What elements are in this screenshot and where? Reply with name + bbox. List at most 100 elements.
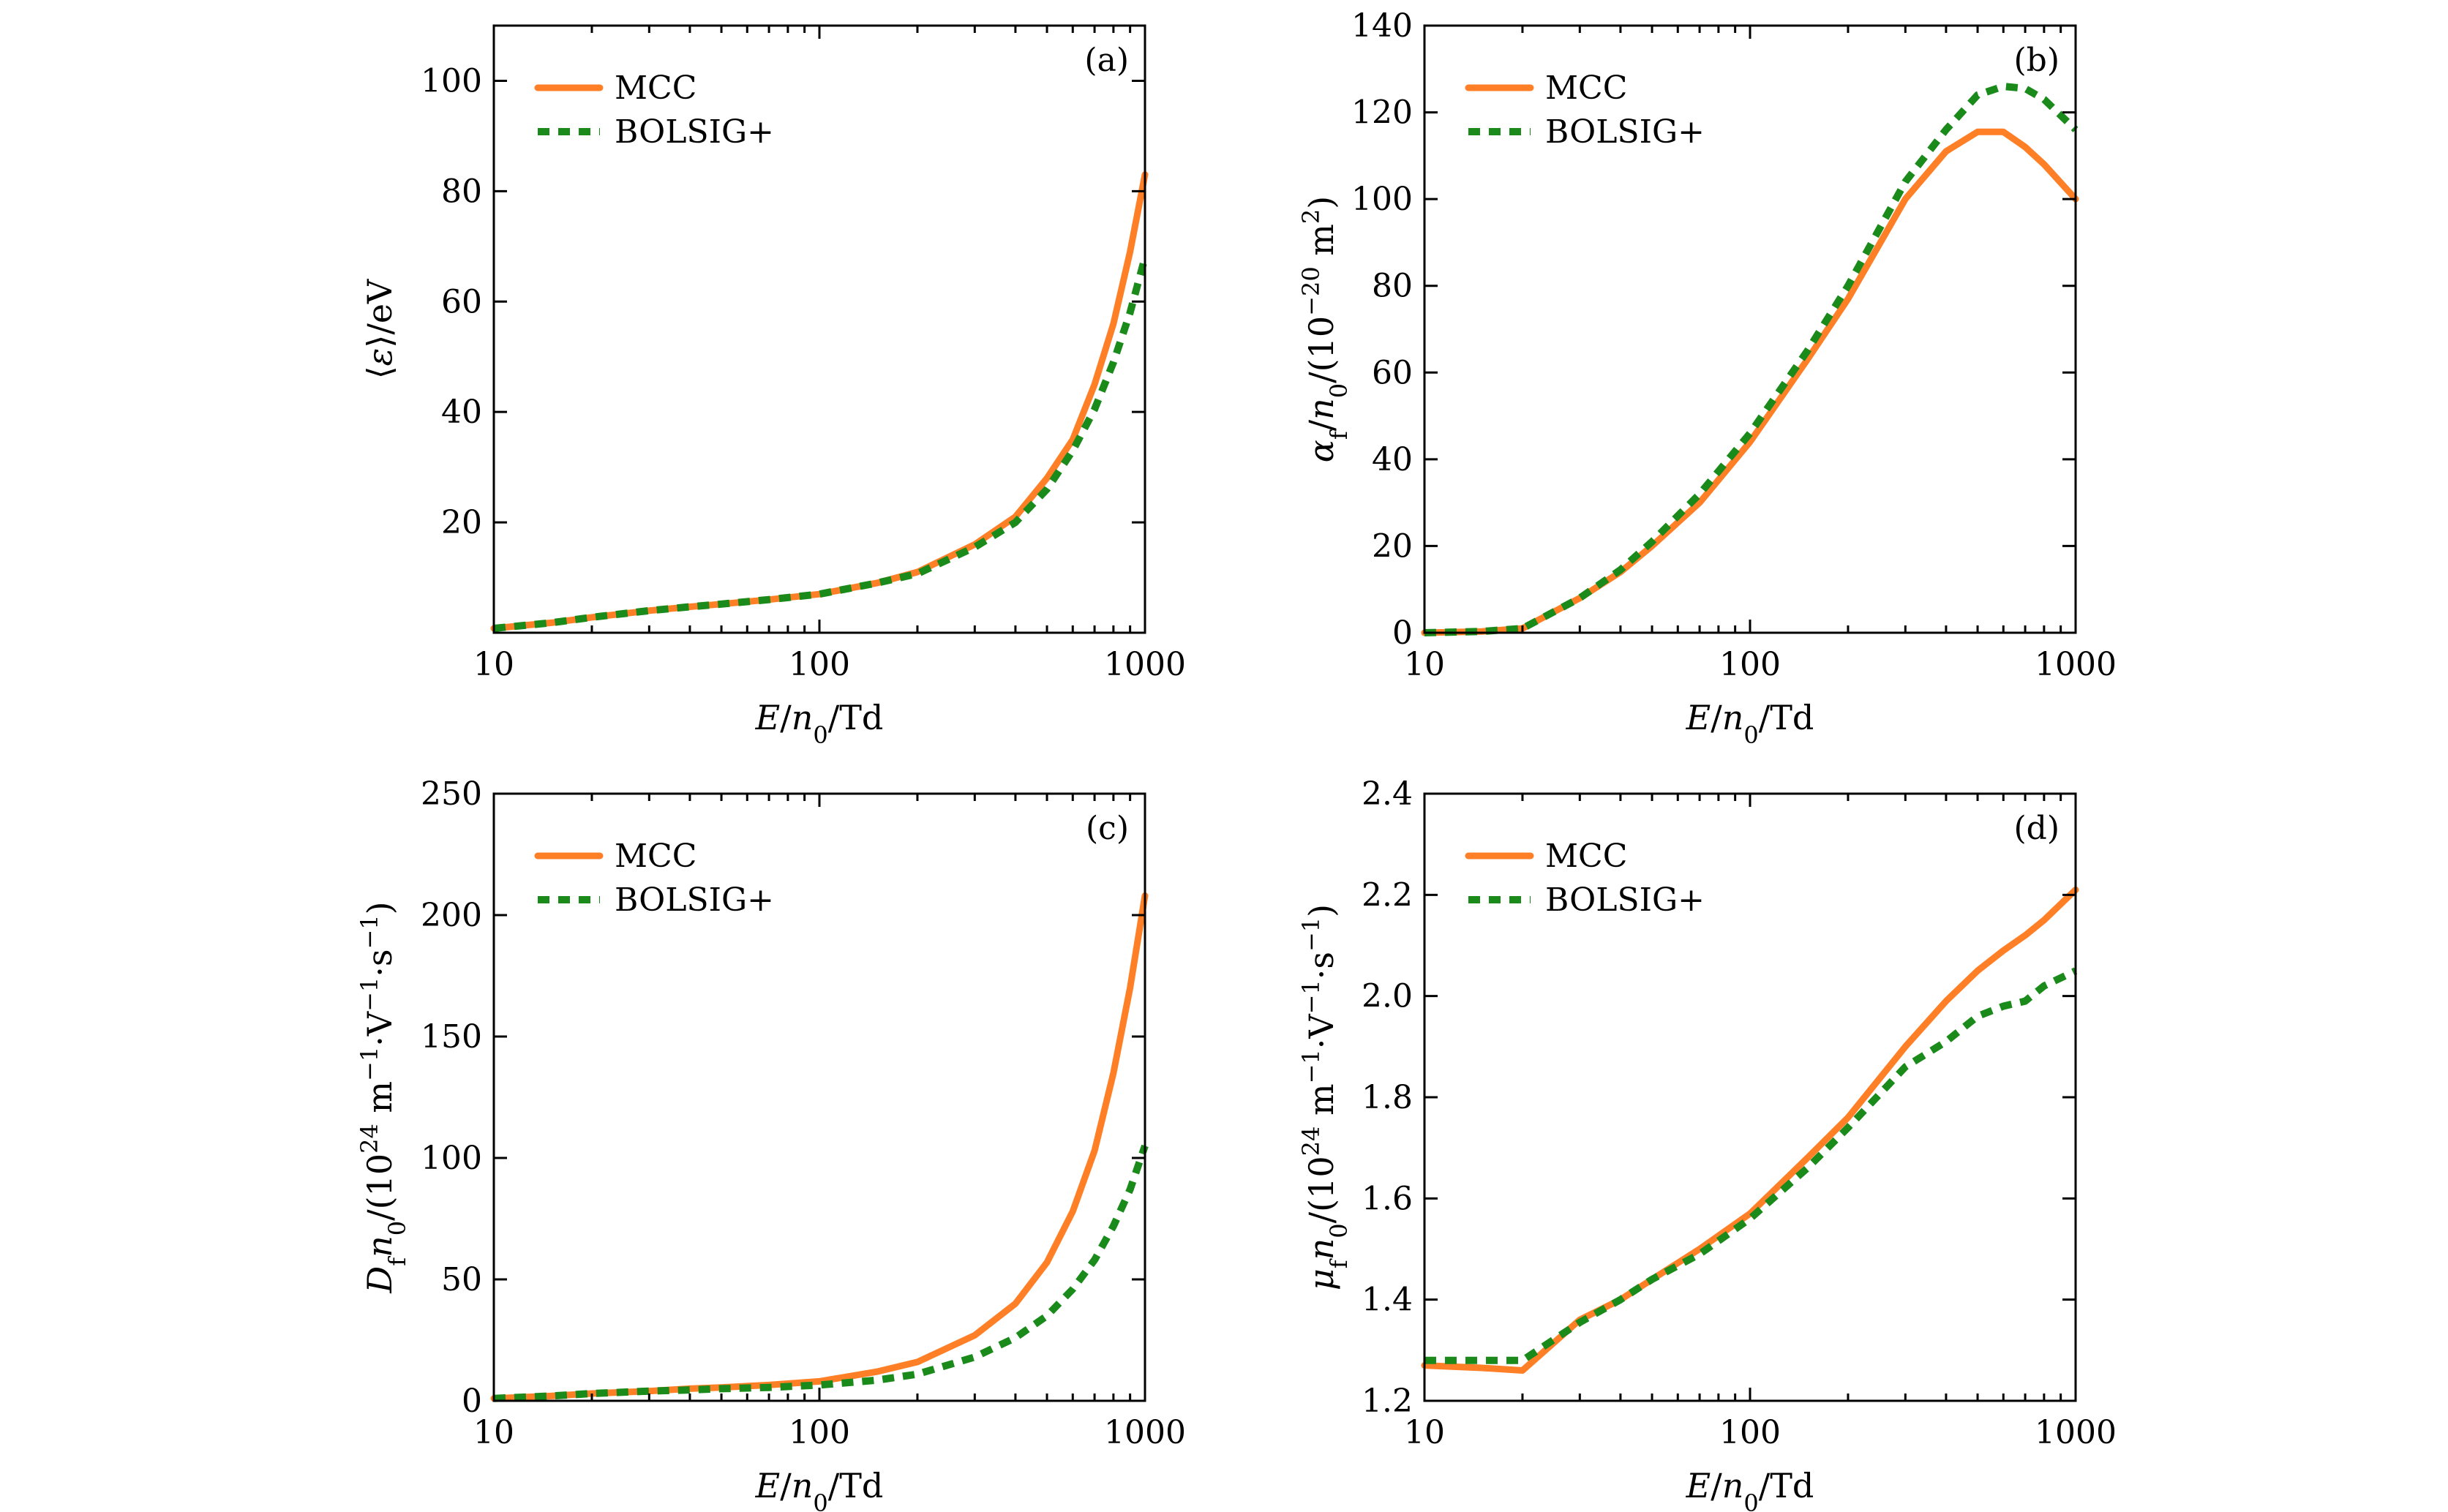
y-axis-label-c-part-7: −1 bbox=[356, 1047, 383, 1081]
legend-a: MCC BOLSIG+ bbox=[534, 69, 774, 151]
y-tick-label-a-0: 20 bbox=[441, 504, 482, 541]
y-tick-label-d-1: 1.4 bbox=[1362, 1282, 1413, 1319]
y-axis-label-b-part-9: ) bbox=[1302, 196, 1341, 209]
x-axis-label-c-part-0: E bbox=[755, 1466, 781, 1505]
legend-label-bolsig-a: BOLSIG+ bbox=[615, 113, 774, 151]
x-tick-label-a-1: 100 bbox=[789, 646, 850, 683]
x-axis-label-a-part-1: / bbox=[780, 698, 792, 737]
series-line-bolsig-a bbox=[493, 256, 1149, 632]
x-axis-label-a-part-4: /Td bbox=[828, 698, 884, 737]
y-tick-label-d-3: 1.8 bbox=[1362, 1079, 1413, 1116]
y-axis-label-d-part-2: n bbox=[1302, 1238, 1341, 1260]
x-axis-label-b: E/n0/Td bbox=[1686, 698, 1814, 749]
x-tick-label-c-1: 100 bbox=[789, 1414, 850, 1451]
y-axis-label-a-part-2: ⟩/eV bbox=[360, 279, 399, 348]
y-axis-label-c-part-4: /(10 bbox=[360, 1154, 399, 1221]
y-axis-label-a-part-0: ⟨ bbox=[360, 366, 399, 379]
y-axis-label-c-part-0: D bbox=[360, 1266, 399, 1294]
y-tick-label-b-7: 140 bbox=[1351, 7, 1413, 45]
x-tick-label-d-1: 100 bbox=[1719, 1414, 1781, 1451]
series-line-bolsig-c bbox=[493, 1144, 1149, 1402]
y-axis-label-b-part-8: 2 bbox=[1297, 209, 1325, 224]
y-axis-label-c: Dfn0/(1024 m−1·V−1·s−1) bbox=[356, 901, 411, 1293]
y-axis-label-d: μfn0/(1024 m−1·V−1·s−1) bbox=[1297, 904, 1353, 1290]
y-tick-label-b-3: 60 bbox=[1372, 354, 1413, 391]
x-axis-label-d-part-2: n bbox=[1722, 1466, 1744, 1505]
x-tick-label-c-2: 1000 bbox=[1104, 1414, 1186, 1451]
x-axis-label-c-part-3: 0 bbox=[813, 1489, 827, 1512]
panel-b: 10 100 1000020406080100120140E/n0/Tdαf/n0/… bbox=[1297, 7, 2117, 749]
y-axis-label-c-part-1: f bbox=[383, 1256, 411, 1266]
y-tick-label-a-3: 80 bbox=[441, 173, 482, 210]
x-axis-label-d-part-0: E bbox=[1686, 1466, 1711, 1505]
x-tick-label-d-2: 1000 bbox=[2035, 1414, 2117, 1451]
x-axis-label-d-part-3: 0 bbox=[1743, 1489, 1758, 1512]
panel-c: 10 100 1000050100150200250E/n0/TdDfn0/(102… bbox=[356, 775, 1186, 1512]
y-tick-label-c-3: 150 bbox=[421, 1018, 482, 1056]
x-axis-label-d-part-1: / bbox=[1711, 1466, 1722, 1505]
legend-label-mcc-a: MCC bbox=[615, 69, 697, 107]
y-axis-label-b: αf/n0/(10−20 m2) bbox=[1297, 196, 1353, 463]
y-tick-label-a-4: 100 bbox=[421, 62, 482, 99]
legend-label-mcc-d: MCC bbox=[1545, 838, 1627, 875]
y-tick-label-d-2: 1.6 bbox=[1362, 1180, 1413, 1217]
y-axis-label-d-part-4: /(10 bbox=[1302, 1156, 1341, 1223]
y-axis-label-b-part-2: / bbox=[1302, 419, 1341, 431]
legend-label-mcc-b: MCC bbox=[1545, 69, 1627, 107]
y-axis-label-d-part-7: −1 bbox=[1297, 1049, 1325, 1083]
x-tick-label-b-0: 10 bbox=[1404, 646, 1445, 683]
x-tick-label-d-0: 10 bbox=[1404, 1414, 1445, 1451]
legend-d: MCC BOLSIG+ bbox=[1465, 838, 1705, 919]
y-tick-label-b-2: 40 bbox=[1372, 441, 1413, 478]
x-axis-label-b-part-1: / bbox=[1711, 698, 1722, 737]
y-tick-label-c-1: 50 bbox=[441, 1261, 482, 1298]
x-tick-label-a-0: 10 bbox=[473, 646, 514, 683]
y-axis-label-b-part-7: m bbox=[1302, 224, 1341, 266]
legend-b: MCC BOLSIG+ bbox=[1465, 69, 1705, 151]
y-tick-label-c-2: 100 bbox=[421, 1140, 482, 1177]
y-axis-label-d-part-3: 0 bbox=[1325, 1223, 1353, 1238]
x-axis-label-d-part-4: /Td bbox=[1759, 1466, 1814, 1505]
panel-label-c: (c) bbox=[1086, 810, 1129, 847]
y-tick-label-c-0: 0 bbox=[462, 1383, 482, 1420]
y-axis-label-d-part-12: ) bbox=[1302, 904, 1341, 917]
y-axis-label-c-part-10: ·s bbox=[360, 949, 399, 977]
x-axis-label-b-part-0: E bbox=[1686, 698, 1711, 737]
series-line-mcc-d bbox=[1421, 886, 2079, 1374]
plot-frame-a bbox=[492, 24, 1146, 634]
panel-d: 10 100 10001.21.41.61.82.02.22.4E/n0/Tdμfn… bbox=[1297, 775, 2117, 1512]
y-tick-label-b-4: 80 bbox=[1372, 268, 1413, 305]
y-axis-label-c-part-9: −1 bbox=[356, 977, 383, 1012]
x-axis-label-c-part-4: /Td bbox=[828, 1466, 884, 1505]
x-tick-label-c-0: 10 bbox=[473, 1414, 514, 1451]
plot-frame-b bbox=[1423, 24, 2077, 634]
legend-label-bolsig-b: BOLSIG+ bbox=[1545, 113, 1705, 151]
y-axis-label-b-part-4: 0 bbox=[1325, 383, 1353, 398]
y-axis-label-c-part-6: m bbox=[360, 1081, 399, 1124]
x-axis-label-d: E/n0/Td bbox=[1686, 1466, 1814, 1512]
plot-frame-d bbox=[1423, 792, 2077, 1402]
legend-label-bolsig-d: BOLSIG+ bbox=[1545, 881, 1705, 919]
y-tick-label-d-6: 2.4 bbox=[1362, 775, 1413, 813]
legend-label-mcc-c: MCC bbox=[615, 838, 697, 875]
y-axis-label-c-part-3: 0 bbox=[383, 1221, 411, 1235]
y-axis-label-b-part-0: α bbox=[1302, 440, 1341, 462]
y-axis-label-d-part-11: −1 bbox=[1297, 917, 1325, 952]
legend-c: MCC BOLSIG+ bbox=[534, 838, 774, 919]
series-line-mcc-c bbox=[490, 892, 1149, 1402]
y-tick-label-b-5: 100 bbox=[1351, 181, 1413, 218]
x-axis-label-b-part-3: 0 bbox=[1743, 721, 1758, 749]
y-tick-label-d-0: 1.2 bbox=[1362, 1383, 1413, 1420]
y-tick-label-a-2: 60 bbox=[441, 283, 482, 320]
y-axis-label-a-part-1: ε bbox=[360, 348, 399, 366]
y-axis-label-c-part-11: −1 bbox=[356, 914, 383, 949]
x-axis-label-b-part-2: n bbox=[1722, 698, 1744, 737]
y-axis-label-c-part-2: n bbox=[360, 1235, 399, 1257]
x-tick-label-a-2: 1000 bbox=[1104, 646, 1186, 683]
y-tick-label-a-1: 40 bbox=[441, 394, 482, 431]
panel-label-a: (a) bbox=[1084, 42, 1129, 79]
x-axis-label-a-part-0: E bbox=[755, 698, 781, 737]
y-axis-label-d-part-1: f bbox=[1325, 1258, 1353, 1268]
y-axis-label-a: ⟨ε⟩/eV bbox=[360, 279, 399, 379]
